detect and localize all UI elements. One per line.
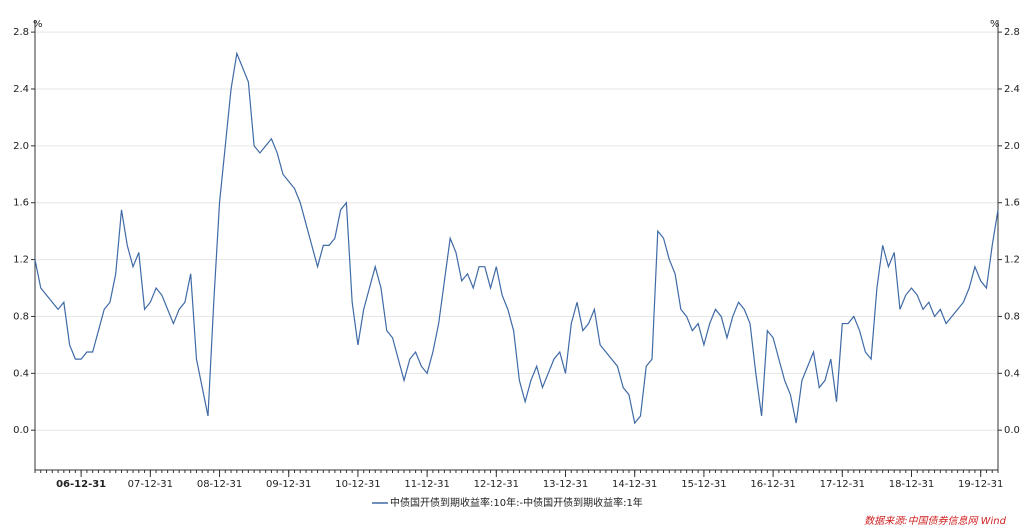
y2-tick-label: 2.8	[1004, 27, 1020, 38]
x-tick-label: 07-12-31	[128, 479, 173, 490]
series-line	[34, 51, 999, 425]
y-unit-left: %	[33, 19, 43, 30]
y2-tick-label: 2.4	[1004, 84, 1020, 95]
y-tick-label: 0.4	[13, 368, 29, 379]
y-tick-label: 2.0	[13, 141, 29, 152]
x-tick-label: 11-12-31	[404, 479, 449, 490]
y2-tick-label: 1.2	[1004, 255, 1020, 266]
x-tick-label: 08-12-31	[197, 479, 242, 490]
y-tick-label: 1.6	[13, 198, 29, 209]
y-tick-label: 1.2	[13, 255, 29, 266]
legend-label: 中债国开债到期收益率:10年:-中债国开债到期收益率:1年	[390, 496, 643, 509]
x-tick-label: 06-12-31	[56, 479, 106, 490]
y2-tick-label: 0.8	[1004, 311, 1020, 322]
source-note: 数据来源:中国债券信息网 Wind	[864, 515, 1007, 527]
x-tick-label: 09-12-31	[266, 479, 311, 490]
x-tick-label: 15-12-31	[681, 479, 726, 490]
x-tick-label: 16-12-31	[750, 479, 795, 490]
y2-tick-label: 1.6	[1004, 198, 1020, 209]
x-tick-label: 14-12-31	[612, 479, 657, 490]
y2-tick-label: 0.4	[1004, 368, 1020, 379]
x-tick-label: 17-12-31	[820, 479, 865, 490]
y2-tick-label: 0.0	[1004, 425, 1020, 436]
x-tick-label: 10-12-31	[335, 479, 380, 490]
x-tick-label: 13-12-31	[543, 479, 588, 490]
y-unit-right: %	[990, 19, 1000, 30]
y-tick-label: 2.8	[13, 27, 29, 38]
y-tick-label: 0.8	[13, 311, 29, 322]
x-tick-label: 18-12-31	[889, 479, 934, 490]
y2-tick-label: 2.0	[1004, 141, 1020, 152]
x-tick-label: 12-12-31	[474, 479, 519, 490]
y-tick-label: 0.0	[13, 425, 29, 436]
y-tick-label: 2.4	[13, 84, 29, 95]
x-tick-label: 19-12-31	[958, 479, 1003, 490]
